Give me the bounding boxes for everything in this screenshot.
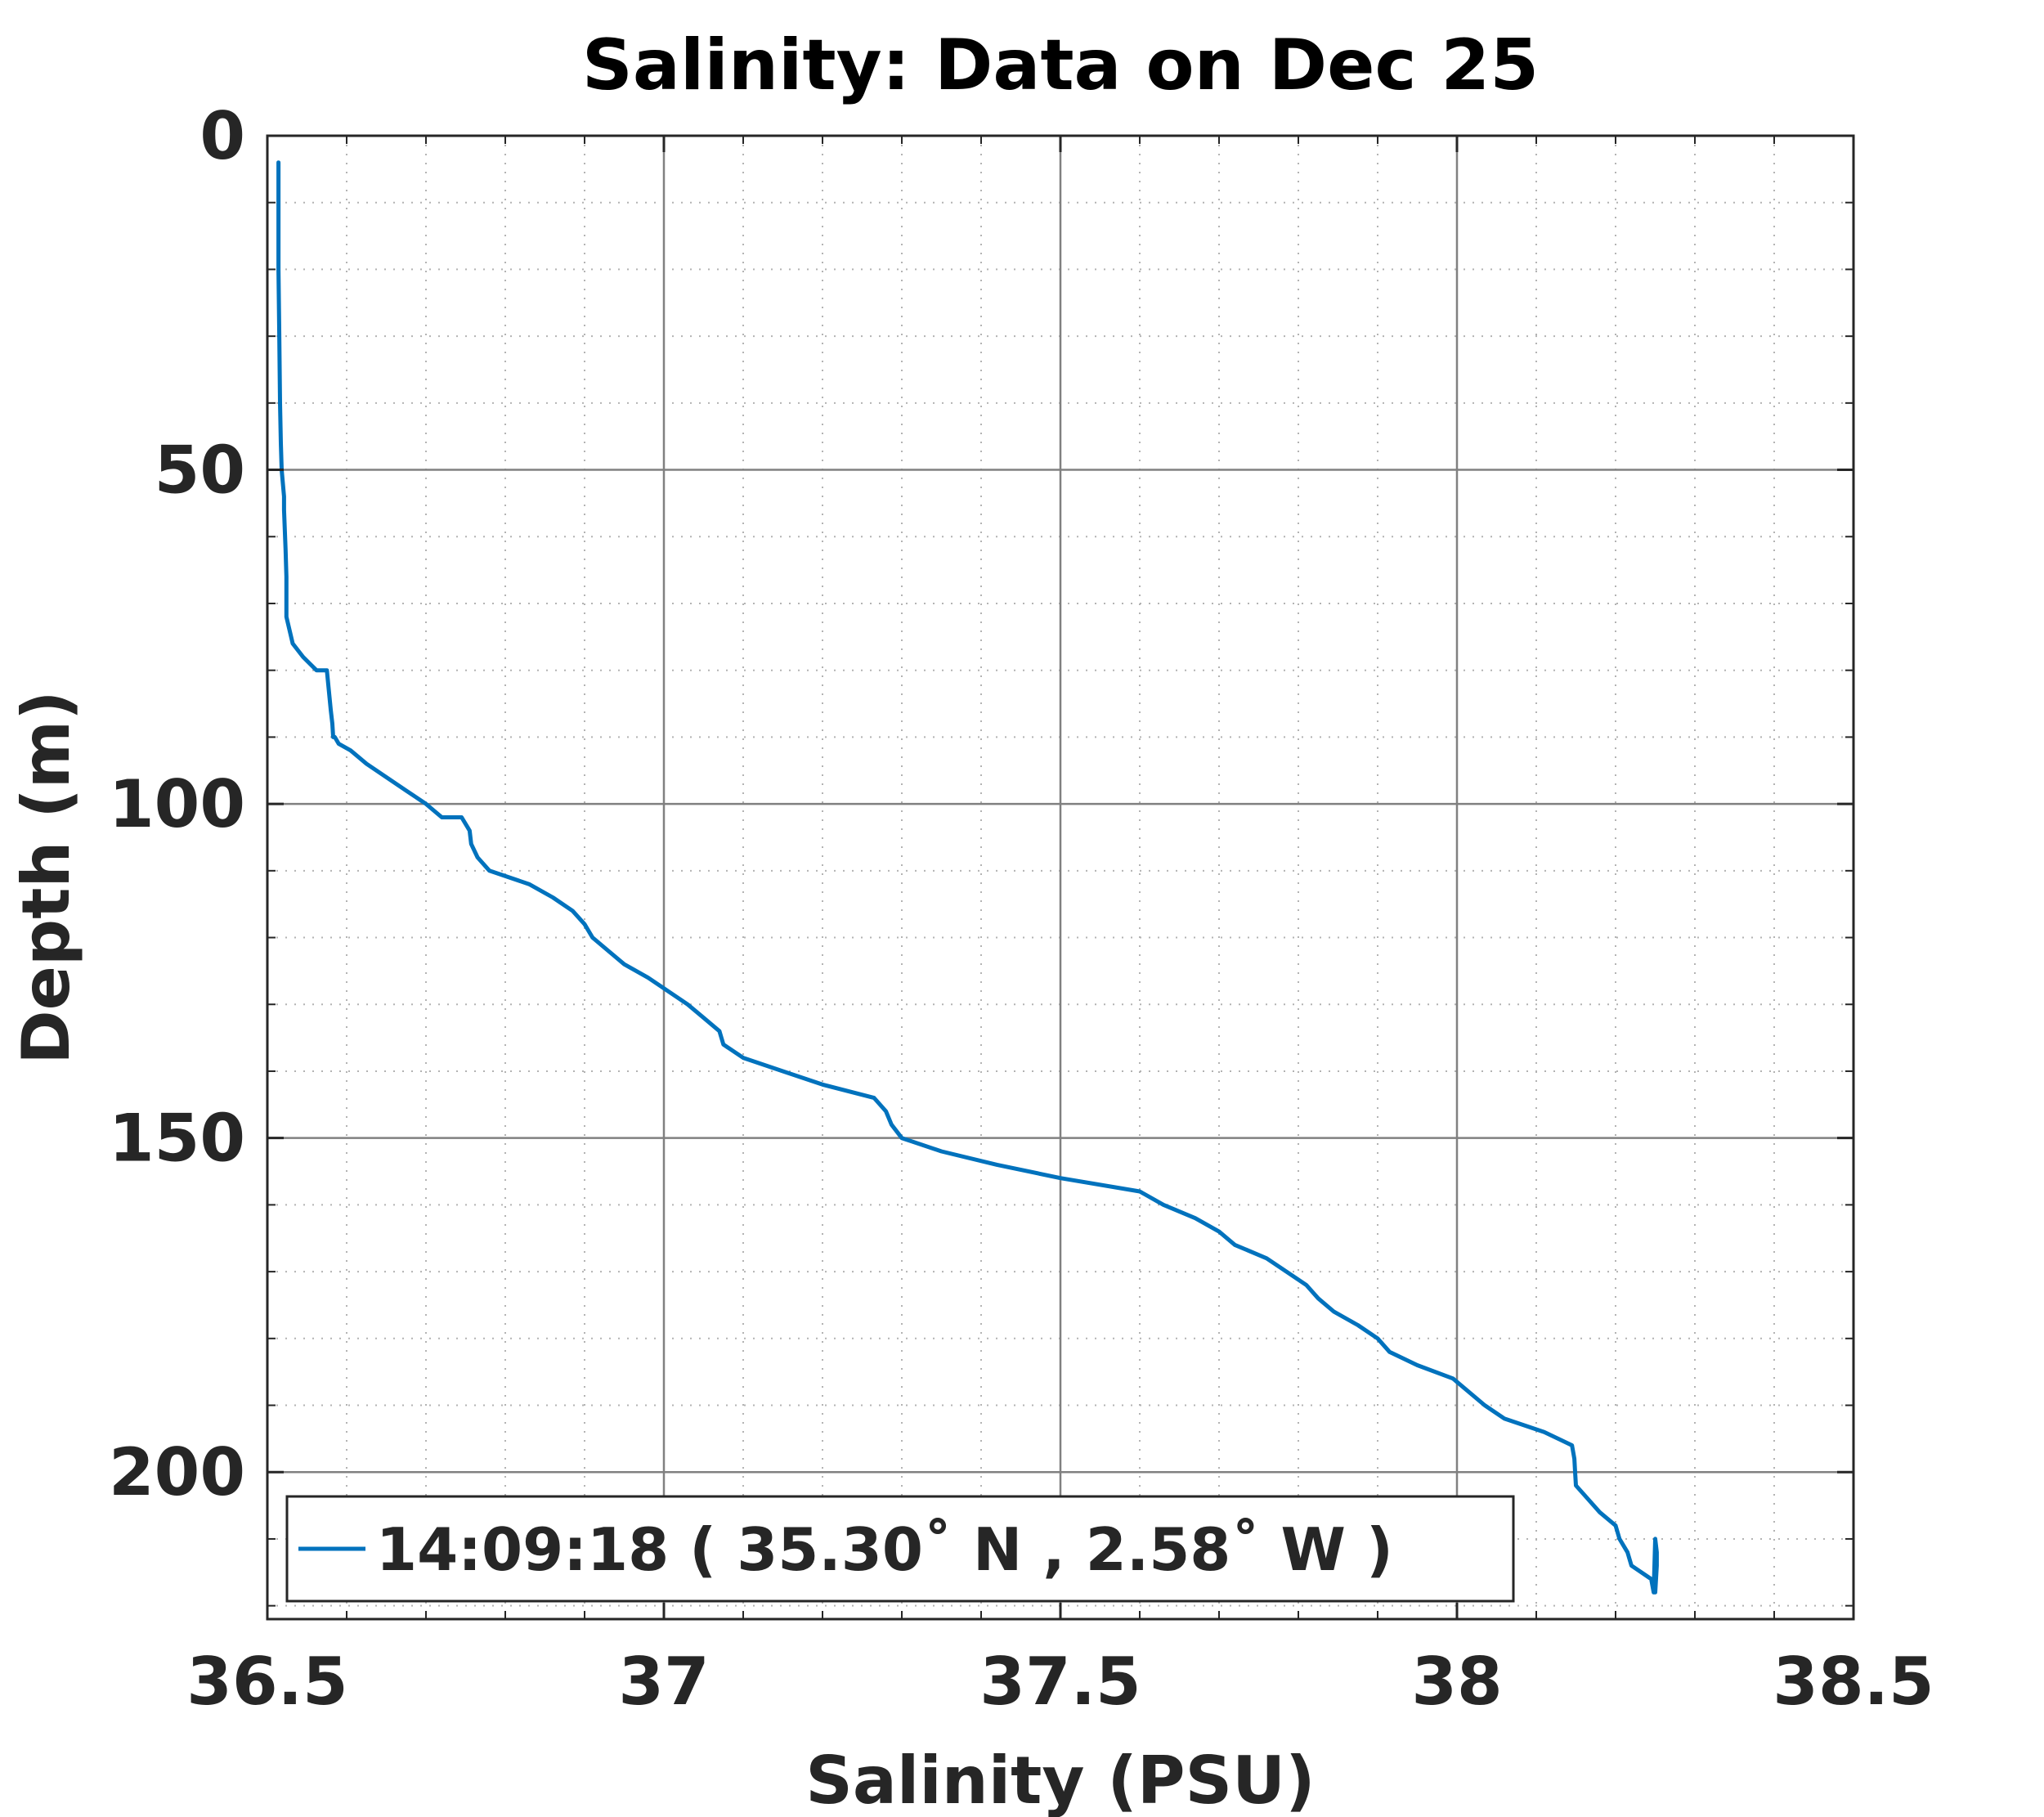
x-tick-label: 37.5 bbox=[979, 1644, 1141, 1720]
y-tick-label: 150 bbox=[109, 1101, 245, 1177]
y-tick-labels: 0 50 100 150 200 bbox=[109, 98, 245, 1510]
y-axis-label: Depth (m) bbox=[8, 690, 84, 1064]
major-grid bbox=[267, 136, 1853, 1619]
series-layer bbox=[276, 160, 1659, 1595]
x-tick-label: 38.5 bbox=[1773, 1644, 1934, 1720]
y-tick-label: 100 bbox=[109, 766, 245, 842]
x-tick-label: 38 bbox=[1411, 1644, 1502, 1720]
y-tick-label: 0 bbox=[199, 98, 245, 174]
chart-title: Salinity: Data on Dec 25 bbox=[582, 25, 1539, 106]
legend-box bbox=[285, 1495, 1515, 1603]
salinity-profile-line bbox=[276, 160, 1659, 1595]
axis-ticks bbox=[266, 134, 1855, 1619]
y-tick-label: 50 bbox=[155, 433, 245, 509]
x-tick-label: 37 bbox=[618, 1644, 709, 1720]
legend: 14:09:18 ( 35.30˚ N , 2.58˚ W ) bbox=[285, 1495, 1515, 1603]
y-tick-label: 200 bbox=[109, 1434, 245, 1510]
x-tick-label: 36.5 bbox=[186, 1644, 347, 1720]
legend-label: 14:09:18 ( 35.30˚ N , 2.58˚ W ) bbox=[376, 1515, 1393, 1584]
x-axis-label: Salinity (PSU) bbox=[805, 1743, 1315, 1817]
x-tick-labels: 36.5 37 37.5 38 38.5 bbox=[186, 1644, 1934, 1720]
